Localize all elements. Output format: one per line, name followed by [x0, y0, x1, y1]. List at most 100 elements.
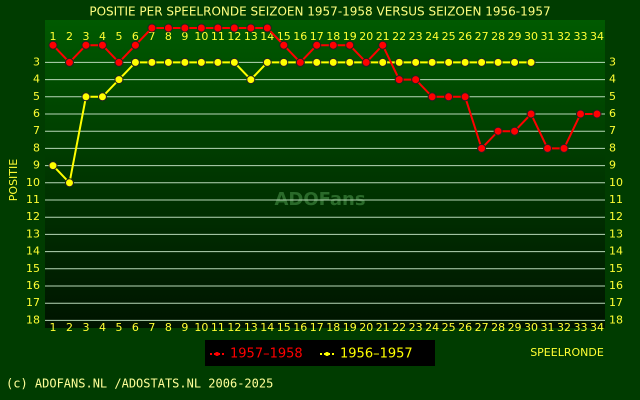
x-tick-label: 15: [277, 321, 291, 334]
y-tick-label: 3: [33, 55, 40, 68]
x-tick-label: 16: [293, 321, 307, 334]
x-tick-label-top: 7: [148, 30, 155, 43]
data-point: [460, 92, 470, 102]
data-point: [64, 178, 74, 188]
legend-label: 1956–1957: [340, 347, 413, 362]
x-tick-label: 1: [50, 321, 57, 334]
data-point: [394, 57, 404, 67]
x-tick-label-top: 9: [181, 30, 188, 43]
x-tick-label-top: 1: [50, 30, 57, 43]
data-point: [592, 109, 602, 119]
data-point: [576, 109, 586, 119]
data-point: [97, 92, 107, 102]
data-point: [493, 126, 503, 136]
data-point: [279, 57, 289, 67]
x-tick-label: 9: [181, 321, 188, 334]
data-point: [246, 23, 256, 33]
footer: (c) ADOFANS.NL /ADOSTATS.NL 2006-2025: [6, 377, 273, 391]
x-tick-label: 14: [260, 321, 274, 334]
x-tick-label: 29: [508, 321, 522, 334]
x-tick-label-top: 26: [458, 30, 472, 43]
legend-marker: [325, 352, 329, 356]
y-tick-label-right: 7: [609, 124, 616, 137]
x-tick-label-top: 8: [165, 30, 172, 43]
data-point: [510, 126, 520, 136]
data-point: [114, 75, 124, 85]
data-point: [444, 57, 454, 67]
data-point: [559, 143, 569, 153]
x-tick-label: 8: [165, 321, 172, 334]
data-point: [48, 161, 58, 171]
data-point: [378, 57, 388, 67]
x-tick-label-top: 30: [524, 30, 538, 43]
x-tick-label: 22: [392, 321, 406, 334]
y-tick-label: 15: [26, 262, 40, 275]
y-tick-label-right: 4: [609, 73, 616, 86]
data-point: [196, 23, 206, 33]
data-point: [196, 57, 206, 67]
data-point: [526, 109, 536, 119]
x-tick-label-top: 5: [115, 30, 122, 43]
x-tick-label: 34: [590, 321, 604, 334]
data-point: [444, 92, 454, 102]
x-tick-label: 3: [82, 321, 89, 334]
data-point: [510, 57, 520, 67]
x-tick-label: 12: [227, 321, 241, 334]
data-point: [180, 23, 190, 33]
y-tick-label: 8: [33, 141, 40, 154]
y-tick-label: 12: [26, 210, 40, 223]
y-tick-label: 11: [26, 193, 40, 206]
data-point: [262, 23, 272, 33]
y-tick-label-right: 16: [609, 279, 623, 292]
legend-label: 1957–1958: [230, 347, 303, 362]
data-point: [130, 40, 140, 50]
data-point: [427, 57, 437, 67]
y-tick-label-right: 14: [609, 245, 623, 258]
x-tick-label-top: 33: [574, 30, 588, 43]
x-tick-label: 13: [244, 321, 258, 334]
data-point: [295, 57, 305, 67]
data-point: [180, 57, 190, 67]
x-tick-label-top: 32: [557, 30, 571, 43]
x-tick-label-top: 13: [244, 30, 258, 43]
data-point: [411, 75, 421, 85]
x-tick-label-top: 22: [392, 30, 406, 43]
data-point: [394, 75, 404, 85]
y-axis-label: POSITIE: [7, 159, 20, 201]
data-point: [543, 143, 553, 153]
x-tick-label: 20: [359, 321, 373, 334]
x-tick-label: 18: [326, 321, 340, 334]
x-tick-label: 2: [66, 321, 73, 334]
x-tick-label: 4: [99, 321, 106, 334]
data-point: [378, 40, 388, 50]
data-point: [477, 143, 487, 153]
y-tick-label: 14: [26, 245, 40, 258]
x-tick-label: 6: [132, 321, 139, 334]
data-point: [147, 57, 157, 67]
x-tick-label-top: 23: [409, 30, 423, 43]
x-tick-label-top: 34: [590, 30, 604, 43]
x-tick-label-top: 20: [359, 30, 373, 43]
x-tick-label-top: 19: [343, 30, 357, 43]
legend-marker: [215, 352, 219, 356]
data-point: [81, 40, 91, 50]
data-point: [345, 57, 355, 67]
data-point: [163, 23, 173, 33]
x-tick-label: 21: [376, 321, 390, 334]
y-tick-label: 18: [26, 313, 40, 326]
data-point: [64, 57, 74, 67]
x-tick-label: 30: [524, 321, 538, 334]
y-tick-label: 10: [26, 176, 40, 189]
y-tick-label-right: 11: [609, 193, 623, 206]
data-point: [361, 57, 371, 67]
x-tick-label: 32: [557, 321, 571, 334]
data-point: [114, 57, 124, 67]
x-tick-label-top: 12: [227, 30, 241, 43]
x-tick-label: 23: [409, 321, 423, 334]
x-tick-label-top: 25: [442, 30, 456, 43]
y-tick-label-right: 12: [609, 210, 623, 223]
x-tick-label: 10: [194, 321, 208, 334]
plot-area: [45, 20, 605, 328]
data-point: [229, 57, 239, 67]
